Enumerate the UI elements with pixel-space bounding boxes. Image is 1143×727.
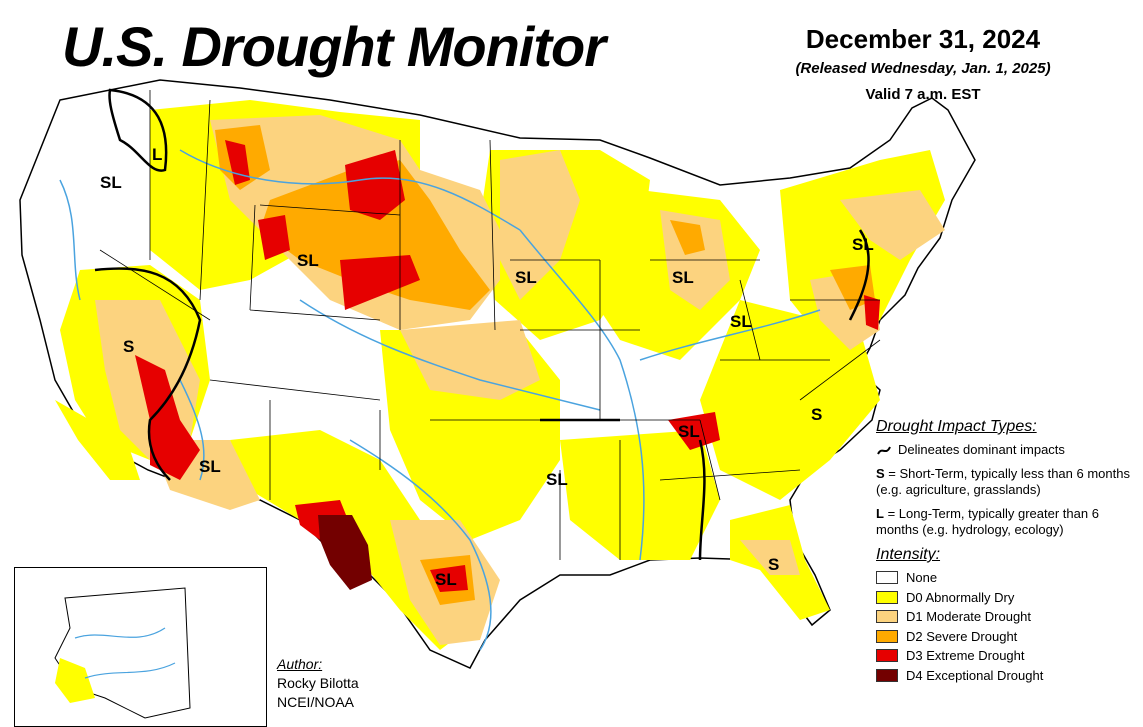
- map-label-tx-sl: SL: [435, 570, 457, 589]
- legend: Drought Impact Types: Delineates dominan…: [876, 418, 1138, 685]
- swatch-d0: [876, 590, 898, 604]
- intensity-row-d3: D3 Extreme Drought: [876, 646, 1138, 666]
- alaska-map: [54, 587, 191, 719]
- impact-boundaries: [94, 88, 870, 561]
- swatch-d1: [876, 610, 898, 624]
- intensity-row-none: None: [876, 568, 1138, 588]
- intensity-label: D2 Severe Drought: [906, 628, 1018, 644]
- swatch-d4: [876, 668, 898, 682]
- release-date: (Released Wednesday, Jan. 1, 2025): [795, 60, 1051, 77]
- impact-line-icon: [877, 446, 891, 455]
- short-term-text: = Short-Term, typically less than 6 mont…: [876, 466, 1130, 497]
- map-date: December 31, 2024: [805, 24, 1041, 54]
- swatch-none: [876, 571, 898, 585]
- author-heading: Author:: [277, 656, 323, 672]
- impact-delineates-row: Delineates dominant impacts: [876, 442, 1138, 457]
- short-term-code: S: [876, 466, 885, 481]
- alaska-inset: [14, 567, 267, 727]
- impact-types-heading: Drought Impact Types:: [876, 418, 1037, 435]
- map-label-ga-s: S: [768, 555, 779, 574]
- intensity-row-d2: D2 Severe Drought: [876, 627, 1138, 647]
- long-term-definition: L = Long-Term, typically greater than 6 …: [876, 506, 1138, 538]
- author-org: NCEI/NOAA: [277, 694, 355, 710]
- map-label-ne-sl: SL: [852, 235, 874, 254]
- intensity-row-d0: D0 Abnormally Dry: [876, 588, 1138, 608]
- intensity-row-d1: D1 Moderate Drought: [876, 607, 1138, 627]
- map-label-wa-l: L: [152, 145, 162, 164]
- intensity-label: D0 Abnormally Dry: [906, 589, 1015, 605]
- swatch-d2: [876, 629, 898, 643]
- rivers: [59, 149, 821, 651]
- intensity-heading: Intensity:: [876, 546, 941, 563]
- intensity-label: D4 Exceptional Drought: [906, 667, 1044, 683]
- impact-delineates-text: Delineates dominant impacts: [898, 442, 1065, 457]
- map-label-ar-sl: SL: [546, 470, 568, 489]
- short-term-definition: S = Short-Term, typically less than 6 mo…: [876, 466, 1138, 498]
- swatch-d3: [876, 649, 898, 663]
- map-label-ia-sl: SL: [515, 268, 537, 287]
- intensity-label: D1 Moderate Drought: [906, 609, 1032, 625]
- intensity-label: D3 Extreme Drought: [906, 648, 1025, 664]
- map-label-nw-sl: SL: [100, 173, 122, 192]
- long-term-text: = Long-Term, typically greater than 6 mo…: [876, 506, 1099, 537]
- intensity-row-d4: D4 Exceptional Drought: [876, 666, 1138, 686]
- map-label-nc-s: S: [811, 405, 822, 424]
- map-label-tn-sl: SL: [678, 422, 700, 441]
- page-title: U.S. Drought Monitor: [62, 15, 606, 78]
- map-label-mi-sl: SL: [672, 268, 694, 287]
- author-block: Author: Rocky Bilotta NCEI/NOAA: [277, 655, 359, 712]
- map-label-wy-sl: SL: [297, 251, 319, 270]
- d4-area: [318, 515, 372, 590]
- valid-time: Valid 7 a.m. EST: [865, 86, 981, 103]
- intensity-label: None: [906, 570, 938, 586]
- author-name: Rocky Bilotta: [277, 675, 359, 691]
- state-borders: [99, 90, 881, 560]
- map-label-oh-sl: SL: [730, 312, 752, 331]
- drought-map: SL L SL SL SL SL SL S SL S SL SL SL S: [19, 79, 976, 669]
- map-label-nv-s: S: [123, 337, 134, 356]
- long-term-code: L: [876, 506, 884, 521]
- map-label-az-sl: SL: [199, 457, 221, 476]
